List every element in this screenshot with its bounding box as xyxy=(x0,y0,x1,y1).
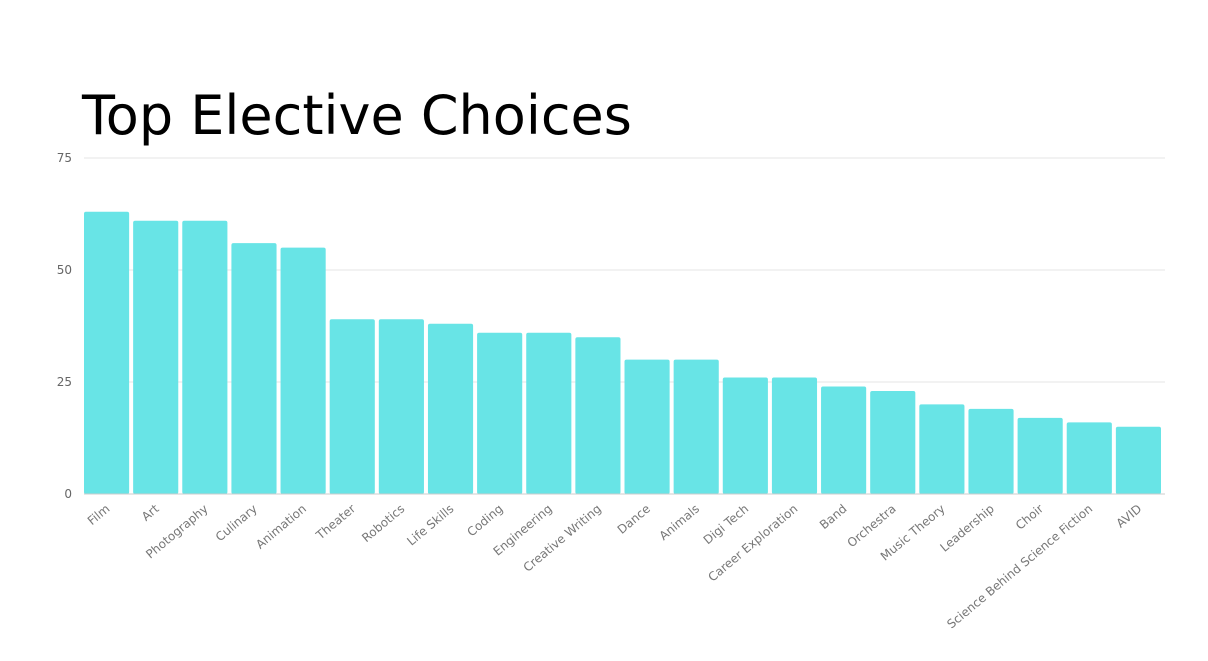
bar xyxy=(133,220,179,494)
bar xyxy=(427,323,474,494)
x-tick-label: Film xyxy=(85,502,113,528)
bar xyxy=(329,319,375,494)
y-axis: 0 25 50 75 xyxy=(57,151,72,501)
x-tick-label: AVID xyxy=(1114,502,1145,531)
x-tick-label: Digi Tech xyxy=(701,502,752,548)
bar xyxy=(477,332,523,494)
y-tick-label: 0 xyxy=(64,487,72,501)
x-tick-label: Robotics xyxy=(359,502,407,546)
bar xyxy=(673,359,719,494)
x-tick-label: Dance xyxy=(615,502,653,537)
x-tick-label: Animation xyxy=(253,502,309,552)
x-tick-label: Theater xyxy=(313,502,359,543)
bars xyxy=(84,211,1161,494)
x-tick-label: Choir xyxy=(1013,502,1046,533)
x-tick-label: Culinary xyxy=(213,502,260,545)
x-tick-label: Art xyxy=(139,501,162,523)
bar xyxy=(526,332,572,494)
chart-title: Top Elective Choices xyxy=(82,84,632,147)
bar xyxy=(182,220,228,494)
bar xyxy=(722,377,768,494)
x-tick-label: Career Exploration xyxy=(705,502,800,585)
x-tick-label: Coding xyxy=(464,502,505,540)
x-tick-label: Leadership xyxy=(937,502,997,555)
y-tick-label: 75 xyxy=(57,151,72,165)
bar xyxy=(624,359,670,494)
bar xyxy=(1115,426,1161,494)
bar xyxy=(968,408,1014,494)
bar xyxy=(821,386,867,494)
bar xyxy=(1066,422,1112,494)
x-tick-label: Animals xyxy=(657,502,703,543)
y-tick-label: 25 xyxy=(57,375,72,389)
bar xyxy=(870,390,916,494)
bar xyxy=(1017,417,1063,494)
x-tick-label: Life Skills xyxy=(404,502,456,549)
bar xyxy=(231,243,277,494)
x-tick-label: Band xyxy=(817,502,850,533)
bar xyxy=(919,404,965,494)
bar xyxy=(280,247,326,494)
bar xyxy=(84,211,130,494)
bar xyxy=(771,377,818,494)
bar xyxy=(378,319,424,494)
y-tick-label: 50 xyxy=(57,263,72,277)
bar xyxy=(575,337,621,494)
